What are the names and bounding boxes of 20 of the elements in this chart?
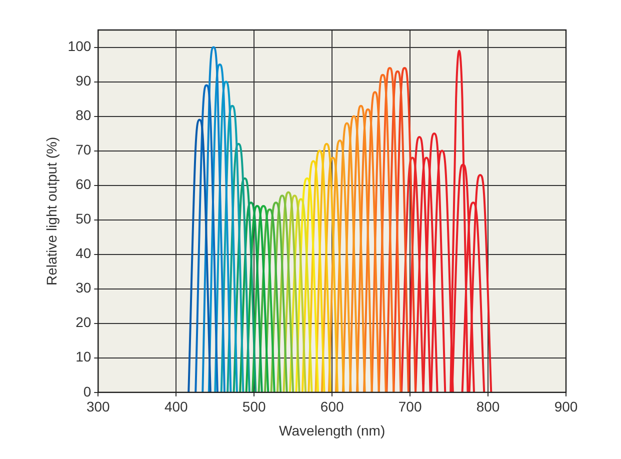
y-tick-label: 70: [76, 142, 92, 158]
y-tick-label: 50: [76, 210, 92, 227]
x-tick-label: 700: [398, 398, 422, 415]
y-tick-label: 100: [68, 38, 92, 54]
y-tick-label: 90: [76, 72, 92, 89]
y-tick-label: 10: [76, 348, 92, 365]
x-tick-label: 400: [164, 398, 188, 415]
x-axis-title: Wavelength (nm): [279, 422, 386, 438]
y-tick-label: 40: [76, 245, 92, 262]
x-tick-label: 900: [554, 398, 578, 415]
y-tick-label: 60: [76, 176, 92, 192]
x-tick-label: 500: [242, 398, 266, 415]
x-tick-label: 300: [86, 398, 110, 415]
x-tick-label: 600: [320, 398, 344, 415]
y-tick-label: 0: [83, 383, 92, 400]
y-axis-title: Relative light output (%): [43, 136, 60, 286]
y-tick-label: 30: [76, 280, 92, 296]
x-tick-label: 800: [476, 398, 500, 415]
y-tick-label: 20: [76, 314, 92, 330]
y-tick-label: 80: [76, 107, 92, 124]
